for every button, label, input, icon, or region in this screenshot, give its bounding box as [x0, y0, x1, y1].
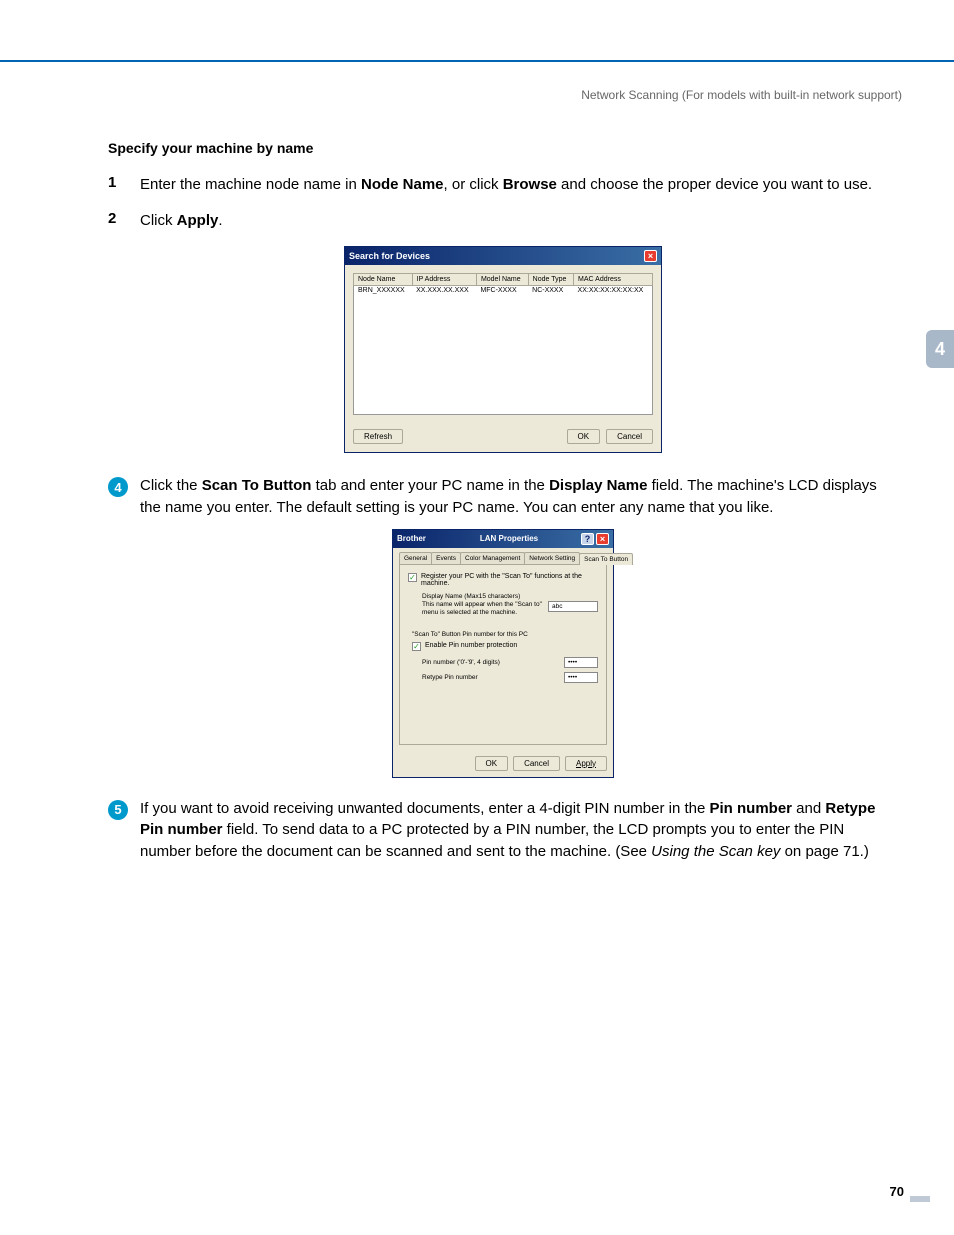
dialog-titlebar: Search for Devices × [345, 247, 661, 265]
retype-pin-label: Retype Pin number [422, 674, 478, 681]
refresh-button[interactable]: Refresh [353, 429, 403, 444]
running-head: Network Scanning (For models with built-… [581, 88, 902, 102]
cell: XX:XX:XX:XX:XX:XX [574, 285, 653, 295]
t: Click the [140, 477, 202, 494]
section-title: Specify your machine by name [108, 140, 898, 156]
cancel-button[interactable]: Cancel [513, 756, 560, 771]
step-4: 4 Click the Scan To Button tab and enter… [108, 475, 898, 519]
cell: BRN_XXXXXX [354, 285, 413, 295]
dialog-brand: Brother [397, 534, 437, 543]
display-name-input[interactable]: abc [548, 601, 598, 612]
t: Using the Scan key [651, 843, 780, 860]
retype-pin-input[interactable]: •••• [564, 672, 598, 683]
register-label: Register your PC with the "Scan To" func… [421, 573, 598, 587]
close-icon[interactable]: × [644, 250, 657, 262]
dialog-body: General Events Color Management Network … [393, 548, 613, 751]
display-name-block: Display Name (Max15 characters) This nam… [422, 593, 598, 621]
table-row[interactable]: BRN_XXXXXX XX.XXX.XX.XXX MFC-XXXX NC-XXX… [354, 285, 653, 295]
enable-pin-label: Enable Pin number protection [425, 642, 517, 649]
t: Enter the machine node name in [140, 176, 361, 193]
col-ip[interactable]: IP Address [412, 273, 476, 285]
dialog-title: Search for Devices [349, 251, 430, 261]
step-5-num: 5 [108, 800, 128, 820]
tab-events[interactable]: Events [431, 552, 461, 564]
step-5-text: If you want to avoid receiving unwanted … [140, 798, 898, 863]
search-devices-dialog: Search for Devices × Node Name IP Addres… [344, 246, 662, 454]
tab-panel: ✓ Register your PC with the "Scan To" fu… [399, 565, 607, 745]
t: on page 71.) [780, 843, 868, 860]
cell: NC-XXXX [528, 285, 573, 295]
tab-general[interactable]: General [399, 552, 432, 564]
cancel-button[interactable]: Cancel [606, 429, 653, 444]
step-1-text: Enter the machine node name in Node Name… [140, 174, 872, 196]
t: and [792, 800, 825, 817]
t: Display Name [549, 477, 647, 494]
help-icon[interactable]: ? [581, 533, 594, 545]
page-mark [910, 1196, 930, 1202]
step-1: 1 Enter the machine node name in Node Na… [108, 174, 898, 196]
t: Apply [177, 212, 219, 229]
register-checkbox[interactable]: ✓ [408, 573, 417, 582]
step-2: 2 Click Apply. [108, 210, 898, 232]
pin-section: "Scan To" Button Pin number for this PC [412, 631, 598, 639]
devices-table: Node Name IP Address Model Name Node Typ… [353, 273, 653, 416]
ok-button[interactable]: OK [475, 756, 509, 771]
enable-pin-checkbox[interactable]: ✓ [412, 642, 421, 651]
step-1-num: 1 [108, 174, 140, 191]
dialog-title: LAN Properties [437, 534, 581, 543]
t: Scan To Button [202, 477, 312, 494]
t: If you want to avoid receiving unwanted … [140, 800, 710, 817]
tab-scan-to-button[interactable]: Scan To Button [579, 553, 633, 565]
ok-button[interactable]: OK [567, 429, 601, 444]
main-content: Specify your machine by name 1 Enter the… [108, 140, 898, 871]
t: and choose the proper device you want to… [557, 176, 872, 193]
cell: MFC-XXXX [476, 285, 528, 295]
t: Pin number [710, 800, 793, 817]
apply-button[interactable]: Apply [565, 756, 607, 771]
close-icon[interactable]: × [596, 533, 609, 545]
col-node-name[interactable]: Node Name [354, 273, 413, 285]
col-mac[interactable]: MAC Address [574, 273, 653, 285]
display-desc: Display Name (Max15 characters) This nam… [422, 593, 542, 618]
dialog-titlebar: Brother LAN Properties ? × [393, 530, 613, 548]
t: tab and enter your PC name in the [311, 477, 549, 494]
t: , or click [444, 176, 503, 193]
cell: XX.XXX.XX.XXX [412, 285, 476, 295]
step-2-text: Click Apply. [140, 210, 223, 232]
col-model[interactable]: Model Name [476, 273, 528, 285]
lan-properties-dialog: Brother LAN Properties ? × General Event… [392, 529, 614, 778]
t: Node Name [361, 176, 444, 193]
dialog-buttons: Refresh OK Cancel [345, 423, 661, 452]
step-4-num: 4 [108, 477, 128, 497]
step-4-text: Click the Scan To Button tab and enter y… [140, 475, 898, 519]
page-number: 70 [890, 1184, 904, 1199]
chapter-tab: 4 [926, 330, 954, 368]
top-rule [0, 60, 954, 62]
col-node-type[interactable]: Node Type [528, 273, 573, 285]
pin-fields: Pin number ('0'-'9', 4 digits) •••• Rety… [422, 657, 598, 683]
t: . [218, 212, 222, 229]
dialog-body: Node Name IP Address Model Name Node Typ… [345, 265, 661, 424]
tab-network[interactable]: Network Setting [524, 552, 580, 564]
step-2-num: 2 [108, 210, 140, 227]
t: Browse [503, 176, 557, 193]
pin-input[interactable]: •••• [564, 657, 598, 668]
tabs: General Events Color Management Network … [399, 552, 607, 565]
enable-pin-row: ✓ Enable Pin number protection [412, 642, 598, 651]
step-5: 5 If you want to avoid receiving unwante… [108, 798, 898, 863]
register-checkbox-row: ✓ Register your PC with the "Scan To" fu… [408, 573, 598, 587]
t: Click [140, 212, 177, 229]
pin-label: Pin number ('0'-'9', 4 digits) [422, 659, 500, 666]
tab-color[interactable]: Color Management [460, 552, 525, 564]
dialog-buttons: OK Cancel Apply [393, 751, 613, 777]
